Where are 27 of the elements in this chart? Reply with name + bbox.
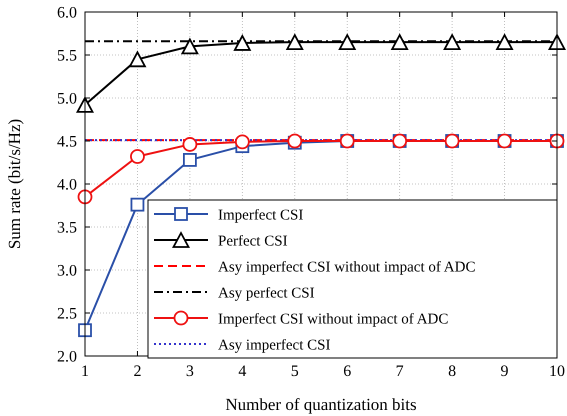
y-tick-label: 3.0 bbox=[57, 262, 77, 280]
legend-label: Asy imperfect CSI bbox=[218, 337, 330, 354]
y-axis-title: Sum rate (bit/s/Hz) bbox=[5, 118, 24, 250]
y-tick-label: 4.5 bbox=[57, 134, 77, 151]
y-tick-label: 6.0 bbox=[57, 4, 77, 22]
legend-label: Imperfect CSI without impact of ADC bbox=[218, 311, 448, 328]
y-tick-label: 3.5 bbox=[57, 220, 77, 237]
y-tick-label: 5.0 bbox=[57, 90, 77, 108]
x-tick-label: 4 bbox=[238, 363, 246, 380]
x-tick-label: 5 bbox=[290, 363, 299, 380]
x-tick-label: 3 bbox=[186, 363, 194, 380]
legend-label: Perfect CSI bbox=[218, 233, 288, 250]
y-tick-label: 2.5 bbox=[57, 306, 77, 323]
x-tick-label: 2 bbox=[133, 363, 142, 380]
x-tick-label: 6 bbox=[343, 363, 352, 380]
x-tick-label: 10 bbox=[549, 363, 565, 380]
x-axis-title: Number of quantization bits bbox=[225, 395, 417, 414]
legend-label: Imperfect CSI bbox=[218, 207, 304, 224]
y-tick-label: 4.0 bbox=[57, 176, 77, 194]
x-tick-label: 7 bbox=[396, 363, 404, 380]
x-tick-label: 9 bbox=[500, 363, 509, 380]
legend-label: Asy perfect CSI bbox=[218, 285, 315, 302]
x-tick-label: 8 bbox=[448, 363, 456, 380]
y-tick-label: 2.0 bbox=[57, 348, 77, 366]
y-tick-label: 5.5 bbox=[57, 48, 77, 65]
legend-label: Asy imperfect CSI without impact of ADC bbox=[218, 259, 476, 276]
x-tick-label: 1 bbox=[81, 363, 89, 380]
